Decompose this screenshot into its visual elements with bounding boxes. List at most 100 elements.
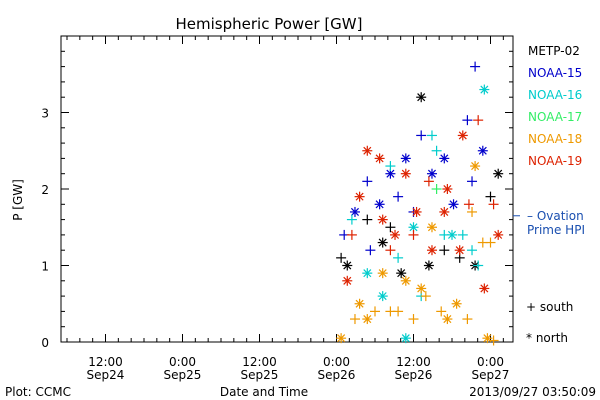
- data-point: [457, 130, 468, 141]
- marker-stroke: [443, 315, 452, 324]
- marker-stroke: [375, 200, 384, 209]
- x-tick-date: Sep27: [472, 368, 510, 382]
- marker-stroke: [452, 299, 461, 308]
- data-point: [467, 206, 478, 217]
- data-point: [400, 333, 411, 344]
- data-point: [362, 176, 373, 187]
- data-point: [393, 306, 404, 317]
- marker-stroke: [363, 146, 372, 155]
- data-point: [354, 298, 365, 309]
- x-tick-date: Sep26: [318, 368, 356, 382]
- marker-stroke: [355, 192, 364, 201]
- data-point: [439, 245, 450, 256]
- data-points: [336, 61, 504, 346]
- data-point: [488, 335, 499, 346]
- data-point: [396, 268, 407, 279]
- marker-stroke: [471, 162, 480, 171]
- data-point: [423, 176, 434, 187]
- marker-stroke: [343, 276, 352, 285]
- marker-stroke: [427, 246, 437, 255]
- data-point: [493, 168, 504, 179]
- data-point: [374, 153, 385, 164]
- data-point: [423, 260, 434, 271]
- marker-stroke: [401, 334, 410, 343]
- marker-stroke: [401, 154, 410, 163]
- data-point: [493, 229, 504, 240]
- data-point: [393, 191, 404, 202]
- data-point: [385, 168, 396, 179]
- data-point: [390, 229, 401, 240]
- marker-stroke: [440, 207, 449, 216]
- data-point: [477, 145, 488, 156]
- data-point: [377, 268, 388, 279]
- marker-stroke: [480, 85, 489, 94]
- x-tick-date: Sep26: [395, 368, 433, 382]
- data-point: [488, 199, 499, 210]
- data-point: [400, 153, 411, 164]
- legend-entry: NOAA-15: [528, 66, 582, 80]
- data-point: [362, 214, 373, 225]
- data-point: [473, 115, 484, 126]
- marker-stroke: [440, 154, 449, 163]
- data-point: [385, 222, 396, 233]
- data-point: [400, 168, 411, 179]
- marker-stroke: [424, 261, 433, 270]
- marker-stroke: [390, 230, 400, 239]
- data-point: [416, 92, 427, 103]
- ovation-label-line1: – Ovation: [527, 209, 584, 223]
- x-tick-time: 12:00: [396, 355, 431, 369]
- marker-stroke: [378, 269, 387, 278]
- data-point: [342, 260, 353, 271]
- marker-stroke: [483, 334, 492, 343]
- data-point: [439, 206, 450, 217]
- plot-timestamp: 2013/09/27 03:50:09: [469, 385, 596, 399]
- legend-entry: NOAA-17: [528, 110, 582, 124]
- data-point: [431, 145, 442, 156]
- data-point: [457, 229, 468, 240]
- y-tick-label: 1: [41, 260, 49, 274]
- data-point: [400, 275, 411, 286]
- y-axis-label: P [GW]: [11, 179, 25, 221]
- marker-stroke: [409, 223, 418, 232]
- marker-stroke: [378, 215, 387, 224]
- marker-stroke: [417, 93, 426, 102]
- data-point: [473, 260, 484, 271]
- data-point: [479, 84, 490, 95]
- data-point: [349, 206, 360, 217]
- y-tick-label: 3: [41, 107, 49, 121]
- data-point: [470, 161, 481, 172]
- marker-stroke: [363, 269, 372, 278]
- marker-stroke: [363, 315, 372, 324]
- ovation-annotation: – Ovation Prime HPI: [513, 209, 585, 237]
- data-point: [362, 268, 373, 279]
- data-point: [416, 283, 427, 294]
- y-axis-label-group: P [GW]: [11, 179, 25, 221]
- ovation-label-line2: Prime HPI: [527, 223, 585, 237]
- y-tick-label: 0: [41, 336, 49, 350]
- data-point: [354, 191, 365, 202]
- data-point: [370, 306, 380, 317]
- data-point: [463, 199, 474, 210]
- data-point: [467, 176, 478, 187]
- data-point: [336, 252, 347, 263]
- data-point: [426, 130, 437, 141]
- marker-stroke: [401, 169, 410, 178]
- y-tick-label: 2: [41, 183, 49, 197]
- marker-stroke: [417, 284, 426, 293]
- marker-stroke: [337, 334, 346, 343]
- marker-stroke: [449, 200, 458, 209]
- x-tick-time: 0:00: [477, 355, 504, 369]
- data-point: [462, 115, 473, 126]
- marker-stroke: [412, 207, 421, 216]
- marker-stroke: [443, 184, 452, 194]
- data-point: [408, 229, 419, 240]
- data-point: [442, 184, 453, 194]
- legend-entry: NOAA-18: [528, 132, 582, 146]
- x-tick-date: Sep25: [164, 368, 202, 382]
- marker-stroke: [343, 261, 352, 270]
- data-point: [448, 199, 459, 210]
- chart-title: Hemispheric Power [GW]: [176, 15, 363, 33]
- data-point: [377, 291, 388, 302]
- data-point: [485, 237, 496, 248]
- data-point: [462, 314, 473, 325]
